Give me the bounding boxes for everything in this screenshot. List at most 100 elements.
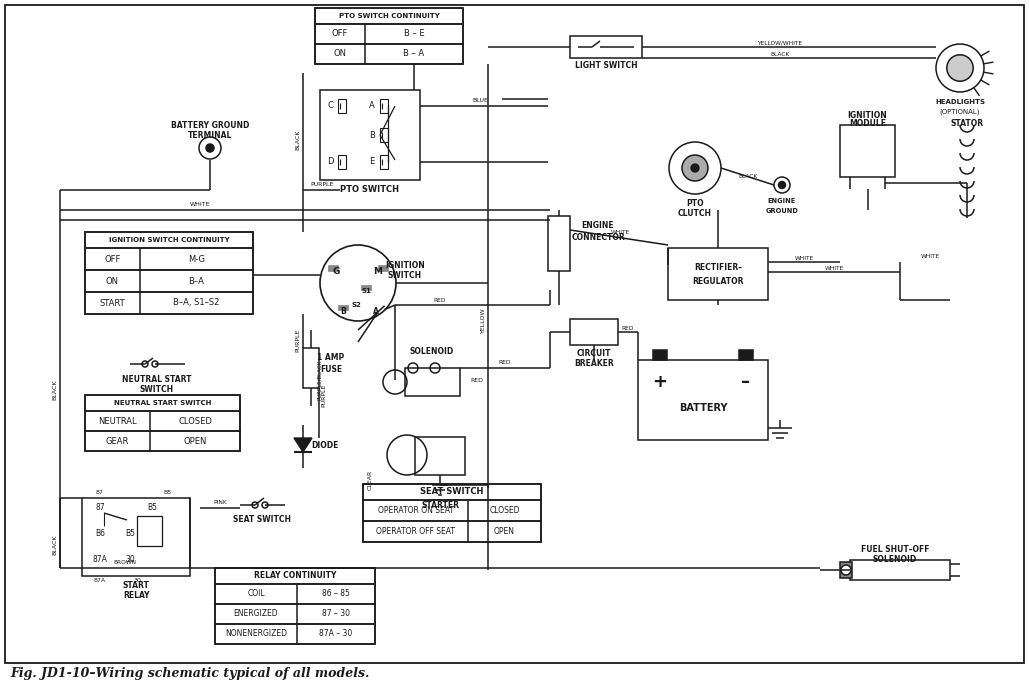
Text: 87A: 87A [94, 579, 106, 583]
Text: 86 – 85: 86 – 85 [322, 590, 350, 598]
Text: M: M [374, 267, 383, 276]
Bar [638, 360, 768, 440]
Text: BLACK: BLACK [739, 174, 757, 179]
Text: E: E [369, 157, 375, 166]
Circle shape [841, 565, 851, 575]
Text: OPERATOR ON SEAT: OPERATOR ON SEAT [378, 506, 454, 515]
Bar [378, 265, 388, 271]
Text: NEUTRAL: NEUTRAL [98, 417, 137, 425]
Bar [85, 232, 253, 314]
Text: S1: S1 [361, 288, 370, 294]
Text: 30: 30 [126, 555, 135, 564]
Text: DIODE: DIODE [312, 440, 339, 449]
Bar [363, 484, 541, 500]
Text: RECTIFIER–: RECTIFIER– [694, 263, 742, 272]
Text: WHITE: WHITE [794, 256, 814, 261]
Text: SOLENOID: SOLENOID [873, 555, 917, 564]
Text: WHITE: WHITE [921, 254, 941, 259]
Text: RED: RED [434, 298, 447, 302]
Text: WHITE: WHITE [610, 230, 630, 235]
Text: STATOR: STATOR [951, 120, 984, 129]
Bar [215, 604, 375, 624]
Text: OFF: OFF [104, 254, 120, 263]
Text: RED: RED [470, 378, 483, 382]
Text: COIL: COIL [247, 590, 264, 598]
Text: GEAR: GEAR [106, 436, 130, 445]
Text: PURPLE: PURPLE [311, 183, 333, 187]
Bar [850, 560, 950, 580]
Text: CLEAR: CLEAR [367, 470, 372, 490]
Text: Fig. JD1-10–Wiring schematic typical of all models.: Fig. JD1-10–Wiring schematic typical of … [10, 666, 369, 679]
Text: B–A, S1–S2: B–A, S1–S2 [173, 298, 219, 308]
Text: ON: ON [333, 49, 347, 59]
Text: CONNECTOR: CONNECTOR [571, 233, 625, 243]
Bar [840, 125, 895, 177]
Text: G: G [332, 267, 340, 276]
Text: SWITCH: SWITCH [140, 386, 174, 395]
Text: OPERATOR OFF SEAT: OPERATOR OFF SEAT [376, 527, 455, 536]
Text: B: B [369, 131, 375, 140]
Text: B: B [341, 306, 346, 315]
Polygon shape [294, 438, 312, 452]
Text: BLUE: BLUE [472, 98, 488, 103]
Text: START: START [122, 581, 149, 590]
Bar [85, 232, 253, 248]
Text: A: A [374, 306, 379, 315]
Text: STARTER: STARTER [421, 501, 459, 510]
Text: B5: B5 [147, 503, 157, 512]
Text: OFF: OFF [331, 29, 348, 38]
Text: REGULATOR: REGULATOR [693, 276, 744, 285]
Text: B6: B6 [95, 529, 105, 538]
Text: C: C [327, 101, 333, 111]
Text: PTO SWITCH CONTINUITY: PTO SWITCH CONTINUITY [339, 13, 439, 19]
Bar [380, 99, 388, 113]
Text: OPEN: OPEN [494, 527, 514, 536]
Text: CIRCUIT: CIRCUIT [576, 349, 611, 358]
Bar [85, 248, 253, 270]
Text: BLACK: BLACK [771, 51, 789, 57]
Text: IGNITION SWITCH CONTINUITY: IGNITION SWITCH CONTINUITY [109, 237, 229, 243]
Circle shape [682, 155, 708, 181]
Text: BREAKER: BREAKER [574, 358, 614, 367]
Text: B5: B5 [125, 529, 135, 538]
Text: IGNITION: IGNITION [848, 111, 887, 120]
Text: ENGINE: ENGINE [768, 198, 796, 204]
Text: D: D [327, 157, 333, 166]
Text: RED: RED [499, 360, 511, 365]
Text: RED: RED [622, 326, 634, 330]
Text: IGNITION: IGNITION [385, 261, 425, 269]
Text: 87 – 30: 87 – 30 [322, 609, 350, 618]
Text: CLOSED: CLOSED [178, 417, 212, 425]
Text: PURPLE: PURPLE [321, 383, 326, 407]
Text: BROWN: BROWN [113, 560, 137, 566]
Text: NEUTRAL START: NEUTRAL START [122, 376, 191, 384]
Text: NONENERGIZED: NONENERGIZED [225, 629, 287, 638]
Text: ENGINE: ENGINE [581, 222, 614, 231]
Text: 87: 87 [96, 490, 104, 495]
Circle shape [206, 144, 214, 152]
Bar [653, 350, 667, 360]
Text: PTO SWITCH: PTO SWITCH [341, 185, 399, 194]
Circle shape [691, 164, 699, 172]
Text: B5: B5 [163, 490, 171, 495]
Bar [303, 348, 319, 388]
Text: LIGHT SWITCH: LIGHT SWITCH [574, 62, 637, 70]
Text: BATTERY: BATTERY [679, 403, 728, 413]
Circle shape [779, 181, 785, 189]
Bar [570, 319, 618, 345]
Bar [338, 155, 346, 169]
Bar [315, 44, 463, 64]
Text: OPEN: OPEN [183, 436, 207, 445]
Text: CLUTCH: CLUTCH [678, 209, 712, 218]
Text: BLACK: BLACK [295, 130, 300, 150]
Text: M-G: M-G [188, 254, 205, 263]
Text: S2: S2 [351, 302, 361, 308]
Text: PINK: PINK [213, 501, 226, 505]
Text: 87: 87 [96, 503, 105, 512]
Bar [315, 24, 463, 44]
Text: SEAT SWITCH: SEAT SWITCH [233, 514, 291, 523]
Text: GROUND: GROUND [766, 208, 799, 214]
Bar [328, 265, 338, 271]
Bar [85, 395, 240, 411]
Bar [380, 155, 388, 169]
